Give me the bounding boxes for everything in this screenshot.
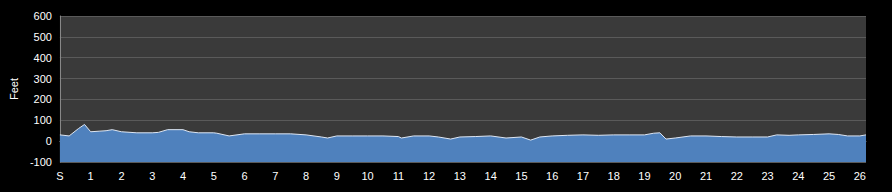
svg-text:15: 15 [515,170,527,182]
svg-text:0: 0 [46,135,52,147]
svg-text:9: 9 [334,170,340,182]
svg-text:600: 600 [34,10,52,22]
svg-text:8: 8 [303,170,309,182]
svg-text:26: 26 [854,170,866,182]
svg-text:4: 4 [180,170,186,182]
svg-text:200: 200 [34,93,52,105]
svg-text:300: 300 [34,73,52,85]
svg-text:14: 14 [485,170,497,182]
svg-text:-100: -100 [30,156,52,168]
svg-text:25: 25 [823,170,835,182]
svg-text:16: 16 [546,170,558,182]
svg-text:13: 13 [454,170,466,182]
svg-text:23: 23 [761,170,773,182]
svg-text:2: 2 [118,170,124,182]
svg-text:400: 400 [34,52,52,64]
svg-text:10: 10 [361,170,373,182]
svg-text:17: 17 [577,170,589,182]
svg-text:22: 22 [731,170,743,182]
svg-text:6: 6 [241,170,247,182]
svg-text:500: 500 [34,31,52,43]
svg-text:Feet: Feet [8,78,20,100]
svg-text:18: 18 [608,170,620,182]
svg-text:5: 5 [211,170,217,182]
svg-text:24: 24 [792,170,804,182]
svg-text:11: 11 [393,170,404,182]
svg-text:12: 12 [423,170,435,182]
svg-text:100: 100 [34,114,52,126]
svg-text:21: 21 [700,170,712,182]
svg-text:20: 20 [669,170,681,182]
svg-text:19: 19 [638,170,650,182]
svg-text:7: 7 [272,170,278,182]
svg-text:S: S [56,170,63,182]
svg-text:3: 3 [149,170,155,182]
svg-text:1: 1 [88,170,94,182]
